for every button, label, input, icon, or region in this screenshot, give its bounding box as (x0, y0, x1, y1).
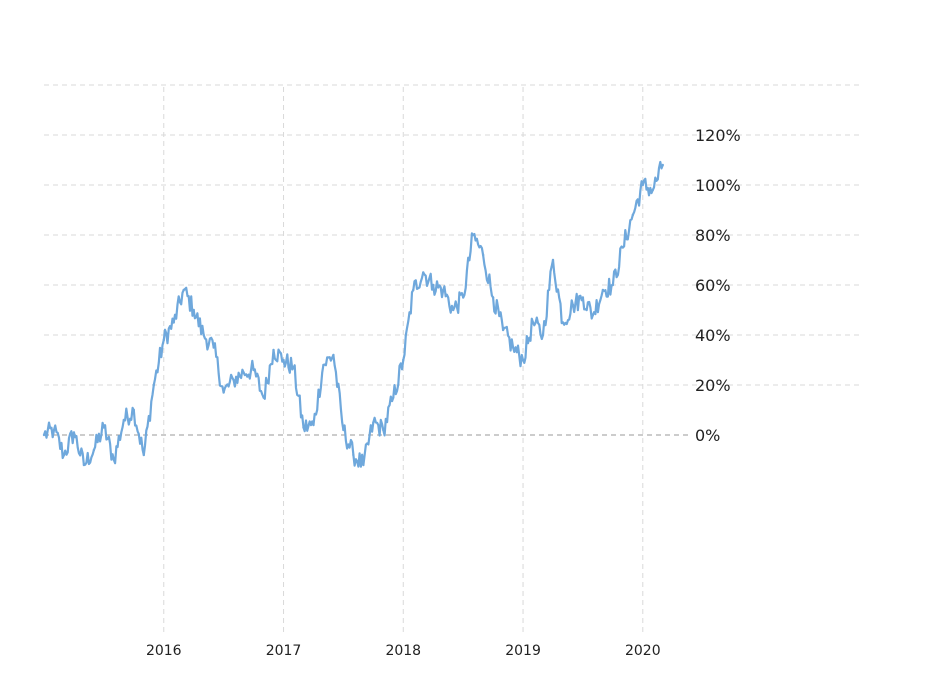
y-tick-label: 120% (695, 126, 741, 145)
data-point (392, 396, 395, 399)
y-tick-label: 0% (695, 426, 720, 445)
data-point (82, 463, 86, 467)
data-point (332, 353, 335, 357)
data-point (232, 378, 235, 382)
y-tick-label: 60% (695, 276, 731, 295)
data-point (272, 348, 275, 352)
data-point (42, 433, 46, 437)
data-point (142, 453, 145, 457)
data-point (611, 283, 615, 287)
data-point (302, 426, 305, 429)
data-point (521, 358, 525, 362)
data-point (511, 346, 515, 349)
data-point (102, 426, 106, 429)
data-point (621, 246, 625, 249)
x-tick-label: 2018 (385, 643, 421, 659)
data-point (501, 328, 505, 332)
data-point (491, 296, 495, 299)
data-point (372, 421, 375, 424)
data-point (561, 321, 565, 324)
y-axis: 0% 20% 40% 60% 80% 100% 120% (695, 126, 741, 445)
data-point (641, 183, 644, 187)
data-point (222, 391, 225, 394)
x-axis: 2016 2017 2018 2019 2020 (146, 643, 661, 659)
data-point (481, 253, 485, 257)
data-point (322, 363, 325, 367)
data-point (252, 368, 255, 372)
data-point (402, 358, 405, 362)
data-point (651, 188, 654, 192)
series-layer (42, 160, 664, 468)
data-point (162, 338, 165, 342)
data-point (422, 271, 425, 274)
data-point (382, 428, 385, 432)
data-point (432, 283, 435, 287)
data-point (282, 358, 285, 362)
x-tick-label: 2016 (146, 643, 182, 659)
data-point (581, 296, 585, 299)
data-point (62, 453, 66, 457)
data-point (531, 321, 535, 324)
data-point (122, 418, 126, 422)
series-line (42, 160, 664, 468)
data-point (312, 423, 315, 427)
data-point (412, 288, 415, 292)
data-point (342, 428, 345, 432)
y-tick-label: 40% (695, 326, 731, 345)
data-point (352, 453, 355, 457)
data-point (112, 458, 116, 462)
data-point (541, 333, 545, 337)
data-point (292, 366, 295, 369)
x-tick-label: 2019 (505, 643, 541, 659)
data-point (591, 313, 595, 317)
data-point (72, 431, 76, 434)
grid (44, 84, 860, 635)
data-point (442, 288, 445, 292)
data-point (132, 408, 136, 412)
data-point (242, 371, 245, 374)
x-tick-label: 2017 (266, 643, 302, 659)
data-point (92, 448, 96, 452)
data-point (212, 346, 215, 349)
data-point (631, 213, 635, 217)
x-tick-label: 2020 (625, 643, 661, 659)
data-point (182, 288, 185, 292)
data-point (362, 463, 365, 467)
data-point (601, 288, 605, 292)
data-point (152, 383, 155, 387)
data-point (52, 428, 56, 432)
data-point (661, 163, 664, 167)
y-tick-label: 100% (695, 176, 741, 195)
data-point (172, 321, 175, 324)
y-tick-label: 20% (695, 376, 731, 395)
data-point (551, 258, 555, 262)
data-point (451, 308, 455, 312)
data-point (202, 333, 205, 337)
data-point (192, 308, 195, 312)
data-point (571, 303, 575, 307)
y-tick-label: 80% (695, 226, 731, 245)
data-point (471, 233, 475, 237)
data-point (461, 296, 465, 299)
data-point (262, 396, 265, 399)
